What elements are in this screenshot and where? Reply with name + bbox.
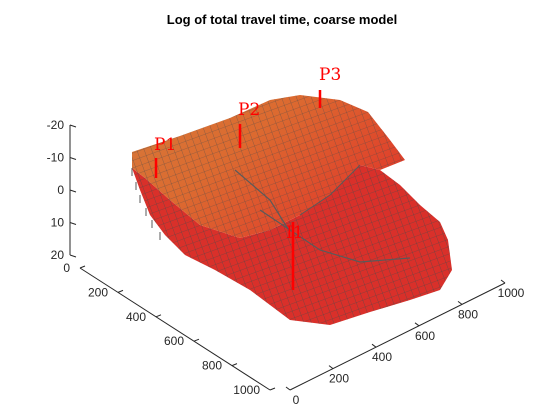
y-tick-mark	[414, 322, 420, 327]
surface-seam-1	[234, 169, 291, 233]
reservoir-surface	[131, 95, 452, 325]
z-ticks: -20 -10 0 10 20	[47, 118, 77, 262]
z-tick-label: -10	[47, 151, 65, 165]
y-tick-label: 800	[458, 307, 478, 321]
y-tick-label: 1000	[498, 286, 525, 300]
y-tick-label: 0	[293, 393, 300, 407]
x-tick-mark	[193, 338, 200, 342]
well-p1-label: P1	[154, 135, 176, 155]
chart-title: Log of total travel time, coarse model	[167, 12, 397, 27]
surface-layer-edges	[131, 168, 161, 240]
wells: P1 P2 P3 I1	[154, 65, 341, 290]
z-tick-mark	[69, 254, 77, 258]
z-tick-mark	[69, 124, 77, 128]
well-i1-label: I1	[286, 223, 304, 243]
x-tick-mark	[117, 289, 124, 293]
x-tick-mark	[231, 363, 238, 367]
well-p3-label: P3	[319, 65, 341, 85]
surface-seam-3	[299, 164, 361, 216]
x-tick-label: 400	[126, 310, 146, 324]
y-tick-mark	[457, 300, 463, 305]
x-tick-mark	[269, 387, 276, 391]
x-axis-line	[79, 267, 271, 391]
z-tick-label: 20	[51, 248, 65, 262]
x-tick-label: 1000	[233, 383, 260, 397]
x-tick-mark	[155, 314, 162, 318]
surface-seam-2	[259, 209, 411, 263]
y-ticks: 0 200 400 600 800 1000	[285, 279, 525, 407]
y-tick-label: 400	[372, 350, 392, 364]
z-tick-mark	[69, 222, 77, 225]
y-tick-mark	[328, 365, 334, 370]
x-tick-label: 0	[63, 261, 70, 275]
y-tick-mark	[285, 386, 291, 391]
z-tick-mark	[69, 189, 77, 193]
y-tick-label: 200	[329, 372, 349, 386]
well-p2-label: P2	[238, 100, 260, 120]
z-tick-label: 10	[51, 216, 65, 230]
x-tick-label: 800	[202, 359, 222, 373]
y-axis-line	[289, 282, 506, 391]
z-tick-mark	[69, 157, 77, 160]
z-tick-label: -20	[47, 118, 65, 132]
x-tick-label: 200	[88, 285, 108, 299]
x-tick-mark	[79, 265, 86, 269]
y-tick-mark	[371, 343, 377, 348]
surface-top-grid	[132, 95, 405, 238]
y-tick-mark	[500, 279, 506, 284]
z-tick-label: 0	[57, 183, 64, 197]
x-ticks: 0 200 400 600 800 1000	[63, 261, 276, 397]
x-tick-label: 600	[164, 334, 184, 348]
y-tick-label: 600	[415, 329, 435, 343]
